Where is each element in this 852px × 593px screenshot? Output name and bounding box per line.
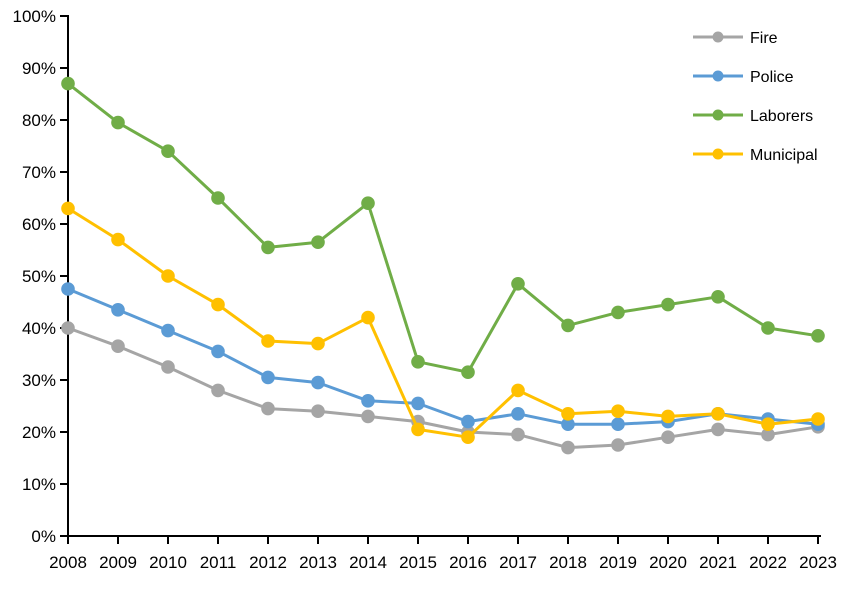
data-point-fire-2011 — [211, 383, 225, 398]
data-point-laborers-2021 — [711, 290, 725, 304]
data-point-municipal-2013 — [311, 336, 325, 351]
data-point-fire-2018 — [561, 440, 575, 455]
data-point-police-2012 — [261, 370, 275, 385]
data-point-police-2009 — [111, 303, 125, 317]
y-tick-label: 0% — [31, 527, 56, 546]
data-point-municipal-2023 — [811, 412, 825, 426]
data-point-fire-2021 — [711, 422, 725, 437]
data-point-laborers-2009 — [111, 115, 125, 130]
x-tick-label: 2008 — [49, 553, 87, 572]
x-tick-label: 2020 — [649, 553, 687, 572]
data-point-municipal-2020 — [661, 409, 675, 424]
data-point-municipal-2014 — [361, 310, 375, 325]
x-tick-label: 2011 — [200, 553, 237, 572]
x-tick-label: 2012 — [249, 553, 287, 572]
x-tick-label: 2022 — [749, 553, 787, 572]
data-point-municipal-2015 — [411, 422, 425, 437]
legend-swatch-marker-fire — [712, 31, 724, 43]
data-point-municipal-2021 — [711, 407, 725, 421]
x-tick-label: 2010 — [149, 553, 187, 572]
legend-swatch-marker-laborers — [712, 109, 724, 121]
data-point-municipal-2016 — [461, 430, 475, 445]
x-tick-label: 2018 — [549, 553, 587, 572]
data-point-police-2019 — [611, 417, 625, 432]
y-tick-label: 40% — [22, 319, 56, 338]
x-tick-label: 2015 — [399, 553, 437, 572]
data-point-laborers-2008 — [61, 76, 75, 91]
series-line-laborers — [67, 82, 819, 374]
x-tick-label: 2023 — [799, 553, 837, 572]
legend-swatch-marker-police — [712, 70, 724, 82]
data-point-fire-2013 — [311, 404, 325, 419]
data-point-laborers-2011 — [211, 191, 225, 205]
legend-label-police: Police — [750, 69, 794, 86]
data-point-laborers-2012 — [261, 240, 275, 255]
legend-swatch-marker-municipal — [712, 148, 724, 160]
data-point-laborers-2020 — [661, 297, 675, 312]
y-tick-label: 20% — [22, 423, 56, 442]
data-point-municipal-2009 — [111, 232, 125, 247]
series-line-police — [67, 287, 819, 426]
y-tick-label: 10% — [22, 475, 56, 494]
data-point-laborers-2013 — [311, 235, 325, 249]
series-line-fire — [67, 326, 819, 450]
data-point-police-2011 — [211, 344, 225, 359]
x-tick-label: 2016 — [449, 553, 487, 572]
y-tick-label: 30% — [22, 371, 56, 390]
data-point-fire-2020 — [661, 430, 675, 445]
data-point-police-2008 — [61, 282, 75, 296]
data-point-municipal-2010 — [161, 269, 175, 283]
y-tick-label: 80% — [22, 111, 56, 130]
x-tick-label: 2019 — [599, 553, 637, 572]
data-point-fire-2022 — [761, 427, 775, 442]
data-point-laborers-2014 — [361, 196, 375, 210]
y-tick-label: 100% — [13, 7, 56, 26]
data-point-police-2014 — [361, 394, 375, 408]
data-point-municipal-2022 — [761, 417, 775, 432]
data-point-fire-2014 — [361, 409, 375, 424]
data-point-police-2015 — [411, 396, 425, 411]
x-tick-label: 2021 — [699, 553, 737, 572]
data-point-fire-2008 — [61, 321, 75, 335]
y-tick-label: 60% — [22, 215, 56, 234]
x-tick-label: 2013 — [299, 553, 337, 572]
data-point-laborers-2018 — [561, 318, 575, 333]
legend-label-laborers: Laborers — [750, 108, 813, 125]
series-line-municipal — [67, 207, 819, 439]
data-point-fire-2012 — [261, 401, 275, 416]
data-point-laborers-2022 — [761, 321, 775, 335]
data-point-fire-2009 — [111, 339, 125, 354]
data-point-municipal-2008 — [61, 201, 75, 216]
data-point-laborers-2016 — [461, 365, 475, 380]
data-point-laborers-2015 — [411, 355, 425, 369]
data-point-police-2017 — [511, 407, 525, 421]
x-tick-label: 2014 — [349, 553, 387, 572]
data-point-fire-2010 — [161, 360, 175, 374]
data-point-laborers-2019 — [611, 305, 625, 320]
x-tick-label: 2009 — [99, 553, 137, 572]
data-point-fire-2017 — [511, 427, 525, 442]
data-point-police-2016 — [461, 414, 475, 429]
data-point-municipal-2018 — [561, 407, 575, 421]
data-point-fire-2019 — [611, 438, 625, 452]
data-point-municipal-2012 — [261, 334, 275, 348]
data-point-police-2013 — [311, 375, 325, 390]
legend-label-municipal: Municipal — [750, 147, 818, 164]
y-tick-label: 90% — [22, 59, 56, 78]
y-tick-label: 70% — [22, 163, 56, 182]
data-point-municipal-2019 — [611, 404, 625, 419]
data-point-laborers-2010 — [161, 144, 175, 158]
legend-label-fire: Fire — [750, 30, 778, 47]
x-tick-label: 2017 — [499, 553, 537, 572]
data-point-laborers-2017 — [511, 277, 525, 291]
data-point-police-2018 — [561, 417, 575, 432]
data-point-police-2010 — [161, 323, 175, 338]
data-point-laborers-2023 — [811, 329, 825, 343]
y-tick-label: 50% — [22, 267, 56, 286]
data-point-municipal-2011 — [211, 297, 225, 312]
data-point-municipal-2017 — [511, 383, 525, 398]
